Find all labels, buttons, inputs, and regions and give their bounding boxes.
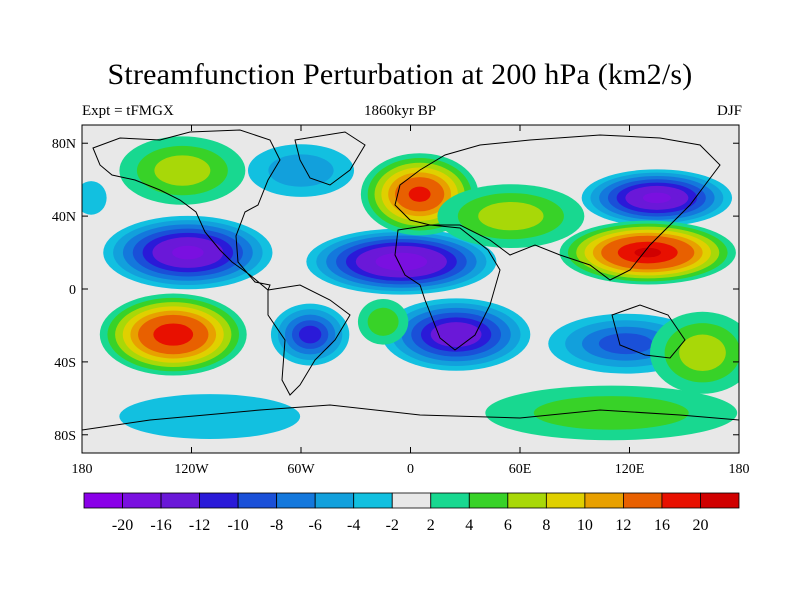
colorbar-label: -8: [270, 517, 283, 534]
y-tick-label: 0: [69, 283, 76, 298]
x-tick-label: 180: [729, 462, 750, 477]
page-title: Streamfunction Perturbation at 200 hPa (…: [107, 58, 693, 91]
field-blob: [485, 385, 738, 441]
colorbar: -20 -16 -12 -10 -8 -6 -4 -2 2 4 6 8 10 12 16 20: [83, 492, 740, 534]
colorbar-label: -6: [309, 517, 322, 534]
colorbar-swatch: [545, 492, 586, 509]
south-america-coast: [267, 284, 351, 396]
colorbar-swatch: [468, 492, 509, 509]
contour-band: [172, 245, 204, 260]
contour-band: [679, 334, 726, 371]
colorbar-swatch: [237, 492, 278, 509]
africa-coast: [394, 224, 501, 351]
colorbar-swatch: [623, 492, 663, 509]
field-blob: [559, 220, 736, 285]
experiment-label: Expt = tFMGX: [82, 103, 174, 119]
contour-band: [598, 333, 653, 355]
colorbar-label: -2: [386, 517, 399, 534]
y-tick-label: 80N: [52, 137, 76, 152]
field-blob: [82, 170, 117, 226]
north-america-coast: [92, 129, 281, 291]
colorbar-swatch: [391, 492, 432, 509]
field-blob: [99, 293, 247, 376]
x-tick-label: 60E: [509, 462, 532, 477]
colorbar-swatch: [507, 492, 547, 509]
colorbar-label: -10: [227, 517, 248, 534]
field-blob: [93, 211, 283, 294]
field-blob: [372, 293, 541, 376]
colorbar-swatch: [661, 492, 701, 509]
contour-band: [298, 325, 322, 344]
contour-band: [533, 396, 689, 430]
colorbar-label: -20: [112, 517, 133, 534]
contour-band: [154, 155, 211, 186]
y-tick-label: 40N: [52, 210, 76, 225]
colorbar-label: 20: [692, 517, 708, 534]
y-tick-label: 40S: [54, 356, 76, 371]
season-label: DJF: [716, 103, 742, 119]
colorbar-swatch: [314, 492, 355, 509]
colorbar-label: -4: [347, 517, 360, 534]
colorbar-swatch: [700, 492, 740, 509]
field-blob: [437, 184, 585, 248]
x-tick-label: 120E: [615, 462, 645, 477]
colorbar-swatch: [276, 492, 316, 509]
field-blob: [357, 299, 409, 345]
field-blob: [572, 166, 739, 230]
eurasia-coast: [394, 134, 721, 281]
coastlines: [82, 129, 739, 431]
field-blob: [82, 380, 357, 453]
colorbar-label: 6: [504, 517, 512, 534]
colorbar-label: 16: [654, 517, 670, 534]
colorbar-swatch: [584, 492, 624, 509]
contour-band: [642, 192, 671, 204]
colorbar-swatch: [122, 492, 162, 509]
streamfunction-field: [82, 125, 739, 453]
time-label: 1860kyr BP: [363, 103, 437, 119]
colorbar-label: 8: [542, 517, 550, 534]
x-tick-label: 60W: [287, 462, 315, 477]
colorbar-label: 2: [427, 517, 435, 534]
australia-coast: [611, 304, 686, 359]
contour-band: [119, 394, 301, 439]
colorbar-label: 4: [465, 517, 473, 534]
map-axes: 180 120W 60W 0 60E 120E 180 80N 40N 0 40S 80S: [52, 125, 750, 477]
y-tick-label: 80S: [54, 429, 76, 444]
antarctica-coast: [82, 404, 739, 431]
field-blob: [227, 134, 375, 207]
greenland-coast: [294, 131, 366, 186]
contour-band: [385, 256, 418, 268]
colorbar-label: -16: [150, 517, 171, 534]
contour-band: [408, 186, 431, 202]
contour-band: [82, 181, 107, 215]
x-tick-label: 120W: [174, 462, 209, 477]
contour-band: [161, 327, 186, 342]
contour-band: [367, 307, 399, 336]
contour-band: [634, 247, 662, 258]
colorbar-label: 10: [577, 517, 593, 534]
x-tick-label: 180: [72, 462, 93, 477]
x-tick-label: 0: [407, 462, 414, 477]
contour-band: [440, 326, 472, 343]
colorbar-swatch: [430, 492, 470, 509]
contour-band: [478, 201, 544, 231]
colorbar-swatch: [199, 492, 239, 509]
colorbar-label: -12: [189, 517, 210, 534]
field-blob: [296, 225, 507, 299]
colorbar-swatch: [160, 492, 200, 509]
colorbar-swatch: [353, 492, 393, 509]
field-blob: [263, 298, 357, 371]
contour-band: [268, 154, 334, 187]
colorbar-label: 12: [615, 517, 631, 534]
field-blob: [119, 136, 246, 205]
colorbar-swatch: [83, 492, 123, 509]
